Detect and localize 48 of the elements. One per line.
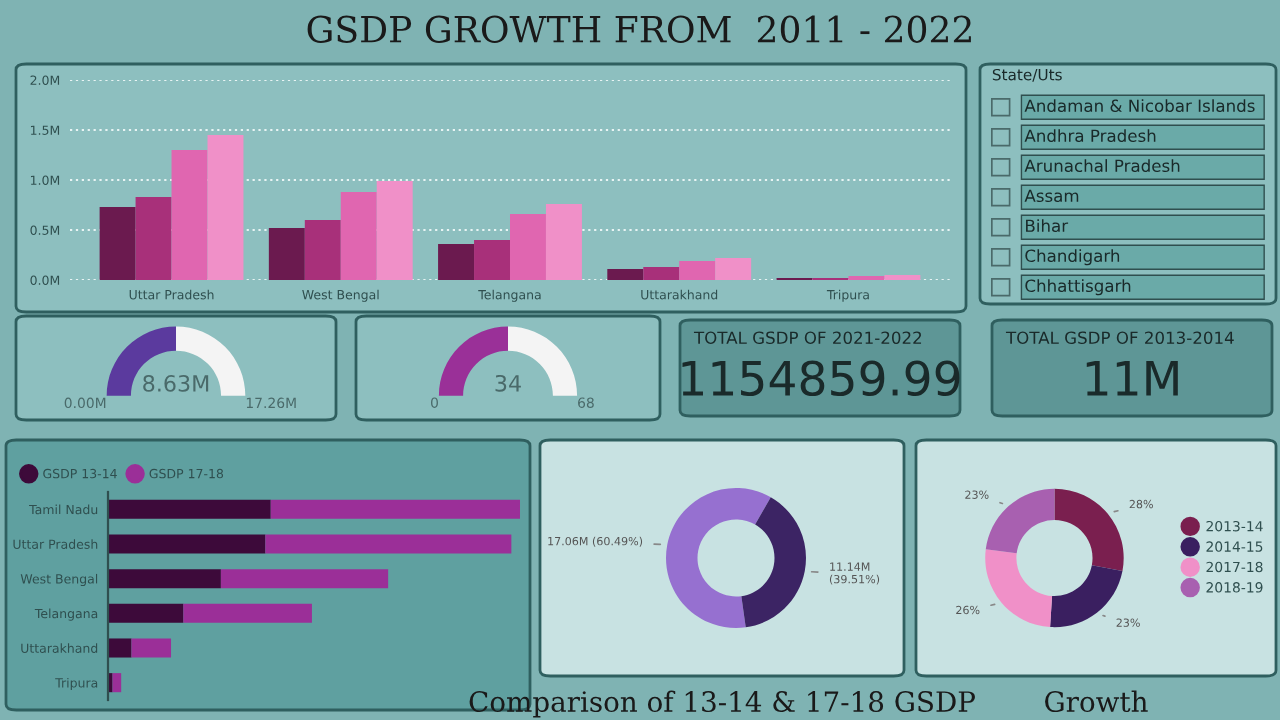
text: Chhattisgarh (1025, 279, 1131, 296)
bar (112, 673, 122, 693)
data-label: 34 (495, 374, 521, 392)
bar (270, 499, 520, 519)
text: Assam (1024, 189, 1079, 203)
bar (131, 638, 172, 658)
bar (510, 214, 546, 280)
bar (135, 197, 172, 280)
bar (679, 261, 716, 280)
donut-slice (741, 497, 806, 628)
text: Chandigarh (1025, 249, 1120, 266)
donut-slice (666, 488, 771, 628)
text: TOTAL GSDP OF 2021-2022 (693, 331, 922, 345)
text: TOTAL GSDP OF 2013-2014 (1005, 331, 1234, 345)
bar (607, 269, 644, 280)
text: Comparison of 13-14 & 17-18 GSDP (469, 690, 975, 718)
bar (715, 258, 752, 280)
bar (643, 267, 680, 280)
bar (438, 244, 475, 280)
text: Andaman & Nicobar Islands (1024, 99, 1255, 113)
bar (340, 192, 377, 280)
bar (108, 569, 221, 589)
text: Bihar (1026, 219, 1069, 233)
bar (545, 204, 582, 280)
bar (183, 603, 312, 623)
bar (171, 150, 208, 280)
bar (108, 534, 266, 554)
bar (207, 135, 244, 280)
text: 11M (1086, 361, 1178, 396)
donut-slice (985, 488, 1055, 554)
bar (474, 240, 510, 280)
bar (108, 638, 132, 658)
bar (108, 499, 271, 519)
bar (268, 228, 305, 280)
bar (220, 569, 389, 589)
text: Andhra Pradesh (1024, 129, 1156, 143)
data-label: 8.63M (143, 374, 209, 392)
bar (304, 220, 341, 280)
text: Growth (1045, 690, 1148, 713)
bar (376, 181, 413, 280)
donut-slice (1054, 488, 1124, 571)
donut-slice (985, 549, 1053, 628)
text: Arunachal Pradesh (1024, 159, 1180, 173)
text: 1154859.99 (682, 360, 960, 397)
bar (265, 534, 512, 554)
chart-title: GSDP GROWTH FROM 2011 - 2022 (307, 15, 971, 43)
bar (99, 207, 136, 280)
bar (108, 603, 184, 623)
